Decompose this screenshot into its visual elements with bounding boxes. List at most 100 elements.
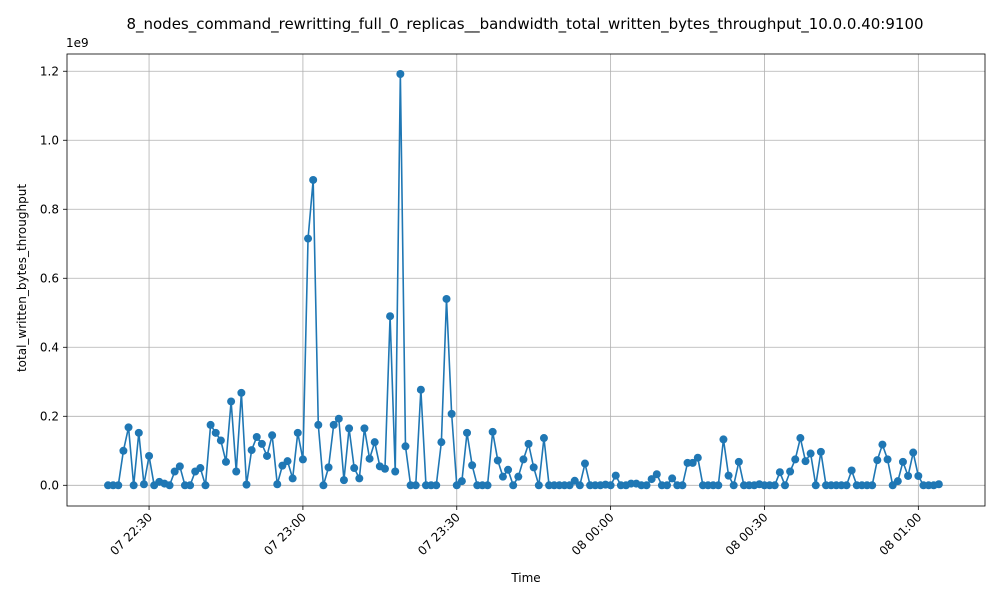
- data-point: [914, 471, 923, 480]
- data-point: [216, 436, 225, 445]
- data-point: [288, 474, 297, 483]
- data-point: [668, 474, 677, 483]
- data-point: [201, 481, 210, 490]
- data-point: [678, 481, 687, 490]
- data-point: [139, 480, 148, 489]
- data-point: [509, 481, 518, 490]
- data-point: [370, 438, 379, 447]
- data-point: [529, 463, 538, 472]
- data-point: [575, 481, 584, 490]
- data-point: [534, 481, 543, 490]
- data-point: [775, 468, 784, 477]
- data-point: [734, 457, 743, 466]
- data-point: [719, 435, 728, 444]
- data-point: [652, 470, 661, 479]
- data-point: [714, 481, 723, 490]
- data-point: [355, 474, 364, 483]
- data-point: [811, 481, 820, 490]
- data-point: [770, 481, 779, 490]
- data-point: [780, 481, 789, 490]
- series-layer: [104, 70, 943, 490]
- data-point: [242, 480, 251, 489]
- data-point: [345, 424, 354, 433]
- data-point: [688, 458, 697, 467]
- data-point: [309, 175, 318, 184]
- data-point: [524, 439, 533, 448]
- data-point: [196, 464, 205, 473]
- data-point: [350, 464, 359, 473]
- data-point: [796, 434, 805, 443]
- data-point: [580, 459, 589, 468]
- data-point: [873, 456, 882, 465]
- data-point: [519, 455, 528, 464]
- y-tick-label: 1.2: [40, 64, 59, 78]
- data-point: [170, 467, 179, 476]
- data-point: [237, 388, 246, 397]
- data-point: [145, 451, 154, 460]
- data-point: [401, 442, 410, 451]
- data-point: [514, 472, 523, 481]
- y-tick-label: 0.6: [40, 271, 59, 285]
- data-point: [801, 457, 810, 466]
- data-point: [319, 481, 328, 490]
- x-axis-label: Time: [510, 571, 540, 585]
- data-point: [314, 420, 323, 429]
- data-point: [729, 481, 738, 490]
- data-point: [816, 447, 825, 456]
- data-point: [416, 385, 425, 394]
- data-point: [114, 481, 123, 490]
- data-point: [663, 481, 672, 490]
- data-point: [396, 70, 405, 79]
- data-point: [124, 423, 133, 432]
- data-point: [611, 471, 620, 480]
- data-point: [334, 414, 343, 423]
- data-point: [647, 475, 656, 484]
- data-point: [447, 409, 456, 418]
- data-point: [786, 467, 795, 476]
- data-point: [642, 481, 651, 490]
- data-point: [206, 420, 215, 429]
- data-point: [129, 481, 138, 490]
- data-point: [227, 397, 236, 406]
- data-point: [175, 462, 184, 471]
- data-point: [329, 420, 338, 429]
- data-point: [909, 448, 918, 457]
- data-point: [468, 461, 477, 470]
- y-tick-label: 0.2: [40, 409, 59, 423]
- data-point: [263, 451, 272, 460]
- data-point: [211, 428, 220, 437]
- data-point: [411, 481, 420, 490]
- data-point: [134, 428, 143, 437]
- data-point: [186, 481, 195, 490]
- data-point: [488, 427, 497, 436]
- data-point: [693, 453, 702, 462]
- data-point: [842, 481, 851, 490]
- data-point: [483, 481, 492, 490]
- y-tick-label: 0.0: [40, 478, 59, 492]
- plot-frame: [66, 53, 986, 507]
- chart-title: 8_nodes_command_rewritting_full_0_replic…: [126, 15, 923, 34]
- y-tick-label: 0.4: [40, 340, 59, 354]
- data-point: [165, 481, 174, 490]
- y-axis-offset-label: 1e9: [66, 36, 89, 50]
- data-point: [360, 424, 369, 433]
- data-point: [463, 428, 472, 437]
- data-point: [498, 472, 507, 481]
- data-point: [221, 457, 230, 466]
- data-point: [868, 481, 877, 490]
- data-point: [724, 471, 733, 480]
- data-point: [324, 463, 333, 472]
- y-tick-label: 1.0: [40, 133, 59, 147]
- data-point: [806, 449, 815, 458]
- data-point: [898, 457, 907, 466]
- data-point: [504, 465, 513, 474]
- data-point: [493, 456, 502, 465]
- data-point: [893, 477, 902, 486]
- data-point: [304, 234, 313, 243]
- data-point: [391, 467, 400, 476]
- data-point: [437, 438, 446, 447]
- y-axis-label: total_written_bytes_throughput: [15, 184, 29, 372]
